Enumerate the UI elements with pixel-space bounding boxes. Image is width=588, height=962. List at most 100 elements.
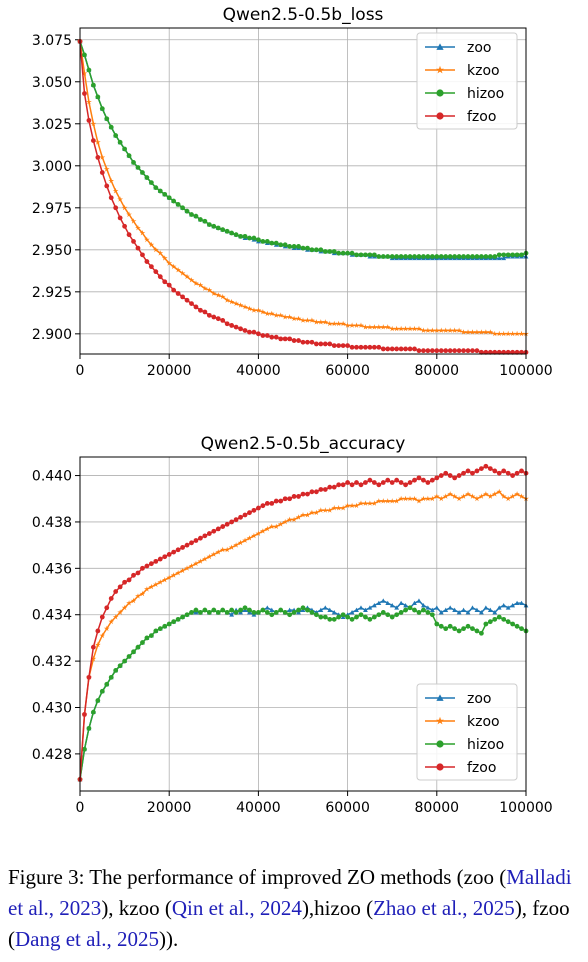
kzoo-point: [384, 324, 391, 330]
zoo-point: [461, 607, 466, 613]
hizoo-point: [273, 610, 279, 615]
kzoo-point: [331, 320, 338, 327]
hizoo-point: [86, 725, 92, 731]
chart-title: Qwen2.5-0.5b_accuracy: [201, 434, 406, 454]
kzoo-point: [389, 325, 396, 332]
kzoo-point: [340, 505, 346, 511]
hizoo-point: [193, 213, 199, 219]
fzoo-point: [242, 512, 248, 518]
hizoo-point: [394, 254, 400, 259]
kzoo-point: [246, 305, 253, 312]
kzoo-point: [500, 493, 507, 499]
fzoo-point: [224, 321, 230, 327]
hizoo-point: [117, 663, 123, 669]
zoo-point: [501, 603, 507, 608]
hizoo-point: [148, 633, 154, 638]
fzoo-point: [349, 482, 355, 488]
kzoo-point: [416, 325, 422, 332]
hizoo-point: [492, 616, 498, 622]
citation-dang[interactable]: Dang et al., 2025: [15, 927, 160, 951]
kzoo-point: [433, 327, 440, 333]
kzoo-point: [429, 495, 436, 502]
hizoo-point: [184, 208, 190, 214]
kzoo-point: [447, 491, 453, 497]
hizoo-point: [416, 610, 422, 615]
hizoo-point: [318, 247, 324, 253]
kzoo-point: [219, 293, 226, 300]
hizoo-point: [251, 610, 257, 615]
fzoo-point: [247, 329, 252, 335]
hizoo-point: [104, 116, 110, 122]
kzoo-point: [246, 535, 253, 541]
kzoo-point: [465, 329, 471, 335]
zoo-point: [496, 605, 502, 610]
hizoo-point: [238, 233, 243, 239]
fzoo-point: [224, 521, 230, 527]
fzoo-point: [349, 344, 355, 350]
kzoo-point: [286, 314, 293, 320]
kzoo-point: [277, 521, 284, 527]
kzoo-point: [277, 312, 284, 318]
hizoo-point: [278, 242, 284, 248]
x-tick-label: 40000: [236, 800, 281, 816]
hizoo-point: [438, 254, 444, 259]
hizoo-point: [211, 223, 217, 229]
kzoo-point: [411, 495, 418, 502]
kzoo-point: [179, 270, 186, 276]
kzoo-point: [322, 507, 329, 513]
zoo-point: [331, 610, 337, 615]
x-tick-label: 60000: [325, 363, 370, 379]
hizoo-point: [247, 607, 252, 613]
fzoo-point: [496, 470, 502, 476]
kzoo-point: [300, 512, 306, 518]
citation-malladi[interactable]: Malladi et al., 2023: [8, 865, 572, 920]
kzoo-point: [144, 236, 150, 243]
hizoo-point: [470, 626, 475, 632]
citation-qin[interactable]: Qin et al., 2024: [171, 896, 302, 920]
legend-label-fzoo: fzoo: [467, 760, 496, 776]
zoo-point: [398, 600, 404, 606]
fzoo-point: [398, 346, 404, 352]
x-tick-label: 80000: [415, 363, 460, 379]
hizoo-point: [171, 198, 177, 204]
kzoo-point: [474, 329, 480, 335]
fzoo-point: [171, 287, 177, 293]
hizoo-point: [519, 626, 524, 632]
zoo-point: [403, 603, 408, 608]
hizoo-point: [358, 252, 364, 258]
zoo-point: [421, 603, 426, 608]
kzoo-point: [398, 495, 404, 502]
fzoo-point: [256, 505, 261, 511]
hizoo-point: [412, 607, 417, 613]
kzoo-point: [215, 292, 222, 298]
hizoo-point: [322, 614, 328, 620]
fzoo-point: [153, 558, 159, 564]
fzoo-point: [86, 118, 92, 123]
fzoo-point: [215, 316, 221, 322]
legend: zoo kzoo hizoo fzoo: [416, 32, 518, 130]
hizoo-point: [510, 621, 516, 627]
hizoo-point: [135, 644, 141, 650]
kzoo-point: [242, 537, 248, 543]
zoo-point: [492, 610, 498, 615]
hizoo-point: [367, 616, 373, 622]
fzoo-point: [148, 264, 154, 270]
kzoo-point: [376, 498, 382, 504]
hizoo-point: [331, 249, 337, 254]
zoo-point: [483, 605, 489, 610]
citation-zhao[interactable]: Zhao et al., 2025: [373, 896, 515, 920]
fzoo-point: [447, 348, 453, 354]
kzoo-point: [478, 329, 485, 335]
hizoo-point: [456, 628, 462, 634]
kzoo-point: [451, 493, 458, 499]
kzoo-point: [469, 493, 476, 499]
kzoo-point: [322, 319, 329, 325]
legend-marker-kzoo: [436, 716, 444, 725]
kzoo-point: [237, 539, 244, 546]
zoo-point: [452, 607, 458, 613]
x-tick-label: 100000: [499, 363, 552, 379]
fzoo-point: [300, 339, 306, 345]
kzoo-point: [210, 290, 217, 296]
fzoo-point: [340, 482, 346, 488]
hizoo-point: [305, 607, 310, 613]
